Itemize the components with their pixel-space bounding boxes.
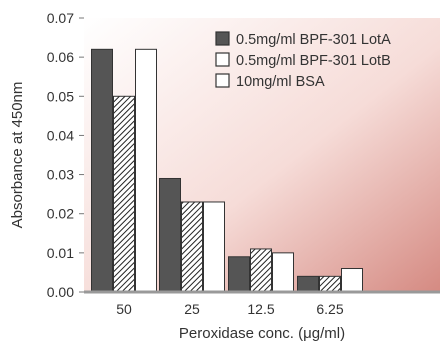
- x-tick-label: 6.25: [316, 301, 343, 317]
- bar-series-1-25: [159, 177, 181, 293]
- bar-series-3-50: [135, 48, 157, 293]
- y-tick-label: 0.03: [47, 167, 74, 183]
- y-tick-label: 0.06: [47, 49, 74, 65]
- x-axis: 50 25 12.5 6.25: [116, 301, 344, 317]
- legend-label: 10mg/ml BSA: [236, 74, 325, 90]
- x-tick-label: 50: [116, 301, 132, 317]
- legend-swatch: [215, 73, 230, 88]
- bar-series-1-50: [91, 48, 113, 293]
- x-tick-label: 25: [184, 301, 200, 317]
- bar-series-2-25: [181, 201, 203, 293]
- bar-series-3-6.25: [341, 268, 363, 293]
- y-tick-label: 0.02: [47, 206, 74, 222]
- y-tick-label: 0.04: [47, 127, 74, 143]
- bar-series-1-6.25: [297, 275, 319, 293]
- legend: 0.5mg/ml BPF-301 LotA 0.5mg/ml BPF-301 Lo…: [215, 31, 391, 90]
- bar-series-2-50: [113, 95, 135, 293]
- x-tick-label: 12.5: [247, 301, 274, 317]
- y-axis-label: Absorbance at 450nm: [9, 82, 26, 229]
- bar-series-2-12.5: [250, 248, 272, 293]
- bar-series-3-12.5: [272, 252, 294, 293]
- y-tick-label: 0.00: [47, 284, 74, 300]
- legend-label: 0.5mg/ml BPF-301 LotA: [236, 32, 391, 48]
- y-axis: 0.00 0.01 0.02 0.03 0.04 0.05 0.06 0.07: [47, 10, 84, 300]
- bar-series-1-12.5: [228, 256, 250, 293]
- y-tick-label: 0.07: [47, 10, 74, 26]
- y-tick-label: 0.01: [47, 245, 74, 261]
- y-tick-label: 0.05: [47, 88, 74, 104]
- x-axis-label: Peroxidase conc. (μg/ml): [179, 325, 345, 342]
- bar-series-2-6.25: [319, 275, 341, 293]
- legend-label: 0.5mg/ml BPF-301 LotB: [236, 53, 391, 69]
- legend-swatch: [215, 31, 230, 46]
- bar-series-3-25: [203, 201, 225, 293]
- legend-swatch: [215, 52, 230, 67]
